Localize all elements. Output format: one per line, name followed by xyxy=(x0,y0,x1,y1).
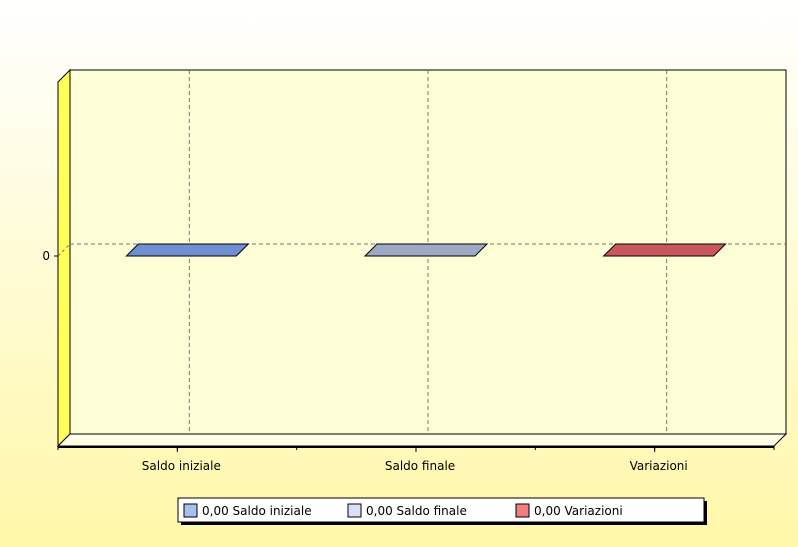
legend-swatch xyxy=(515,503,530,518)
bar-0 xyxy=(125,243,250,257)
legend-swatch xyxy=(347,503,362,518)
legend-label: 0,00 Saldo iniziale xyxy=(202,504,312,518)
x-tick-label: Variazioni xyxy=(630,459,688,473)
bar-2 xyxy=(602,243,727,257)
plot-side-wall xyxy=(57,68,71,448)
bar-1 xyxy=(363,243,489,257)
y-tick-label: 0 xyxy=(42,249,50,263)
legend-box xyxy=(177,497,705,523)
legend-label: 0,00 Variazioni xyxy=(534,504,623,518)
legend-label: 0,00 Saldo finale xyxy=(366,504,467,518)
plot-floor xyxy=(56,433,788,447)
x-tick-label: Saldo iniziale xyxy=(142,459,221,473)
legend-swatch xyxy=(183,503,198,518)
x-tick-label: Saldo finale xyxy=(385,459,455,473)
gridline-side xyxy=(57,243,71,257)
